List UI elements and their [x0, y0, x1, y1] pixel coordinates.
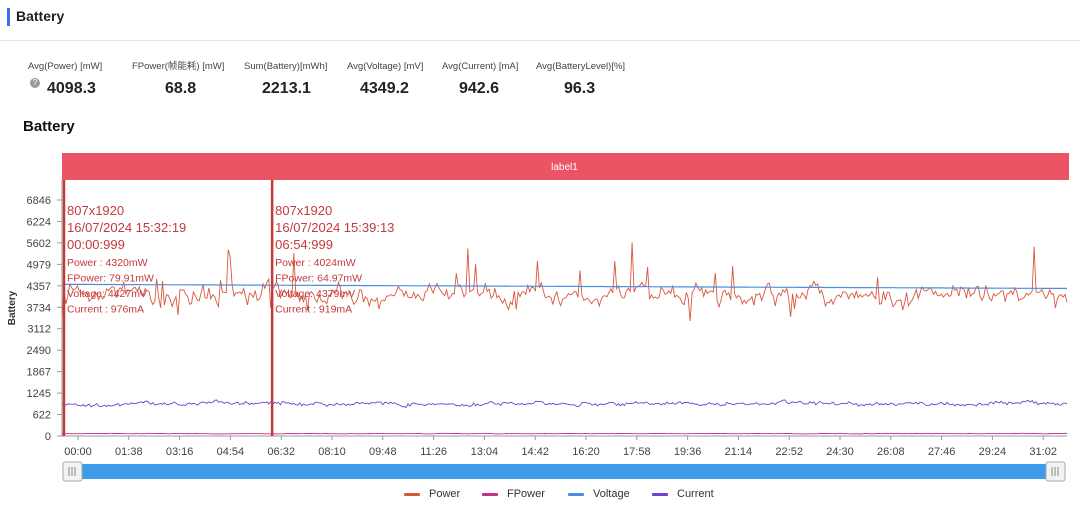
stat-avg-voltage: Avg(Voltage) [mV] 4349.2 [347, 56, 424, 97]
legend-item-voltage[interactable]: Voltage [568, 488, 630, 500]
legend-item-current[interactable]: Current [652, 488, 714, 500]
legend-label: FPower [507, 488, 545, 500]
stat-value: 2213.1 [262, 80, 311, 97]
marker-detail: Voltage: 4379mV [275, 288, 355, 300]
stat-sum-battery: Sum(Battery)[mWh] 2213.1 [244, 56, 328, 97]
x-tick-label: 14:42 [521, 446, 549, 458]
y-tick-label: 4979 [27, 259, 51, 271]
stat-avg-power: Avg(Power) [mW]? 4098.3 [28, 56, 103, 97]
x-tick-label: 31:02 [1029, 446, 1057, 458]
legend-label: Voltage [593, 488, 630, 500]
x-tick-label: 00:00 [64, 446, 92, 458]
marker-label: 16/07/2024 15:32:19 [67, 220, 186, 235]
range-slider-track[interactable] [66, 464, 1054, 479]
band-label-bar[interactable] [62, 153, 1069, 180]
y-tick-label: 1867 [27, 367, 51, 379]
stat-avg-current: Avg(Current) [mA] 942.6 [442, 56, 519, 97]
stat-value: 942.6 [459, 80, 500, 97]
stat-value: 68.8 [165, 80, 197, 97]
x-tick-label: 11:26 [420, 446, 447, 458]
legend-line-icon [482, 492, 498, 496]
marker-detail: Current : 976mA [67, 304, 144, 316]
x-tick-label: 24:30 [826, 446, 854, 458]
legend-label: Power [429, 488, 461, 500]
x-tick-label: 16:20 [572, 446, 600, 458]
stat-label: FPower(帧能耗) [mW] [132, 61, 225, 72]
stat-label: Avg(Power) [mW] [28, 61, 103, 72]
y-tick-label: 3112 [27, 324, 51, 336]
marker-detail: FPower: 79.91mW [67, 273, 154, 285]
x-tick-label: 27:46 [928, 446, 956, 458]
x-tick-label: 08:10 [318, 446, 346, 458]
legend-line-icon [568, 492, 584, 496]
section-title: Battery [16, 8, 65, 24]
stat-label: Sum(Battery)[mWh] [244, 61, 328, 72]
band-label-text: label1 [551, 162, 578, 173]
stat-value: 4098.3 [47, 80, 96, 97]
y-axis-label: Battery [7, 290, 18, 325]
series-line-power [61, 242, 1068, 322]
marker-detail: Current : 919mA [275, 304, 352, 316]
legend-line-icon [652, 492, 668, 496]
battery-chart: label1 Battery 0 622 1245 1867 2490 3112 3734 435… [7, 153, 1069, 482]
marker-detail: Power : 4320mW [67, 257, 148, 269]
y-tick-label: 0 [45, 431, 51, 443]
marker-detail: Voltage: 4427mV [67, 288, 147, 300]
marker-label: 06:54:999 [275, 237, 333, 252]
y-tick-label: 5602 [27, 238, 51, 250]
series-line-fpower [61, 432, 1068, 435]
x-tick-label: 04:54 [217, 446, 245, 458]
stat-label: Avg(Voltage) [mV] [347, 61, 424, 72]
stat-value: 96.3 [564, 80, 596, 97]
marker-label: 16/07/2024 15:39:13 [275, 220, 394, 235]
section-accent-bar [7, 8, 10, 26]
y-tick-label: 622 [33, 410, 51, 422]
x-tick-label: 22:52 [775, 446, 803, 458]
y-tick-label: 4357 [27, 281, 51, 293]
x-tick-label: 13:04 [471, 446, 499, 458]
x-tick-label: 29:24 [979, 446, 1007, 458]
marker-label: 00:00:999 [67, 237, 125, 252]
legend-line-icon [404, 492, 420, 496]
x-tick-label: 01:38 [115, 446, 143, 458]
series-line-voltage [62, 283, 1068, 290]
x-tick-label: 21:14 [725, 446, 753, 458]
y-tick-label: 2490 [27, 345, 51, 357]
y-tick-label: 3734 [27, 302, 51, 314]
stat-label: Avg(BatteryLevel)[%] [536, 61, 626, 72]
legend-item-power[interactable]: Power [404, 488, 460, 500]
x-tick-label: 26:08 [877, 446, 905, 458]
marker-label: 807x1920 [275, 203, 332, 218]
x-tick-label: 09:48 [369, 446, 397, 458]
y-tick-label: 6224 [27, 216, 51, 228]
stat-fpower: FPower(帧能耗) [mW] 68.8 [132, 56, 225, 97]
x-tick-label: 06:32 [267, 446, 295, 458]
marker-label: 807x1920 [67, 203, 124, 218]
y-tick-label: 6846 [27, 195, 51, 207]
chart-legend: Power FPower Voltage Current [0, 488, 1080, 506]
help-icon[interactable]: ? [30, 77, 40, 88]
section-header: Battery [0, 0, 1080, 41]
legend-item-fpower[interactable]: FPower [482, 488, 545, 500]
stat-value: 4349.2 [360, 80, 409, 97]
marker-detail: FPower: 64.97mW [275, 273, 362, 285]
stat-avg-battery-level: Avg(BatteryLevel)[%] 96.3 [536, 56, 626, 97]
legend-label: Current [677, 488, 714, 500]
marker-detail: Power : 4024mW [275, 257, 356, 269]
x-tick-label: 19:36 [674, 446, 702, 458]
stat-label: Avg(Current) [mA] [442, 61, 519, 72]
series-line-current [61, 399, 1068, 409]
y-tick-label: 1245 [27, 388, 51, 400]
chart-title: Battery [23, 118, 75, 135]
x-tick-label: 03:16 [166, 446, 194, 458]
x-tick-label: 17:58 [623, 446, 651, 458]
